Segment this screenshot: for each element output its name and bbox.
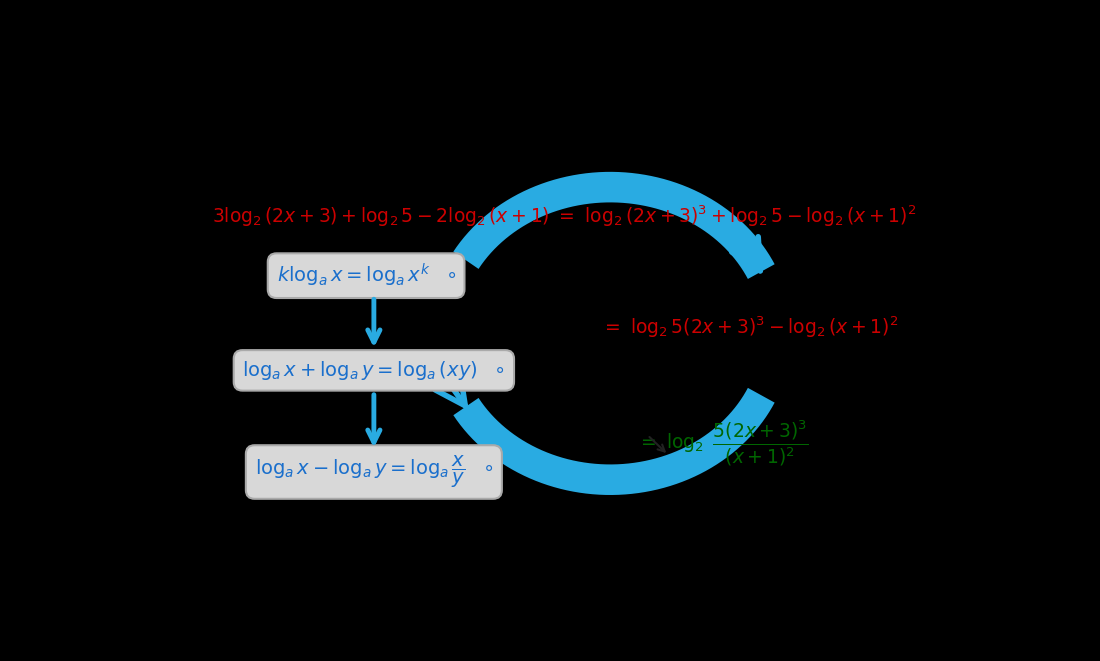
Text: $3\log_2(2x+3) + \log_2 5 - 2\log_2(x+1)\ =\ \log_2(2x+3)^3 + \log_2 5 - \log_2(: $3\log_2(2x+3) + \log_2 5 - 2\log_2(x+1)… <box>211 204 916 229</box>
Text: $=\ \log_2\ \dfrac{5(2x+3)^3}{(x+1)^2}$: $=\ \log_2\ \dfrac{5(2x+3)^3}{(x+1)^2}$ <box>637 418 808 468</box>
Text: $\log_a x - \log_a y = \log_a \dfrac{x}{y}\ \ \circ$: $\log_a x - \log_a y = \log_a \dfrac{x}{… <box>254 454 493 490</box>
Text: $k\log_a x = \log_a x^k\ \ \circ$: $k\log_a x = \log_a x^k\ \ \circ$ <box>276 262 455 290</box>
Text: $\log_a x + \log_a y = \log_a(xy)\ \ \circ$: $\log_a x + \log_a y = \log_a(xy)\ \ \ci… <box>242 359 505 382</box>
Text: $=\ \log_2 5(2x+3)^3 - \log_2(x+1)^2$: $=\ \log_2 5(2x+3)^3 - \log_2(x+1)^2$ <box>602 315 899 340</box>
